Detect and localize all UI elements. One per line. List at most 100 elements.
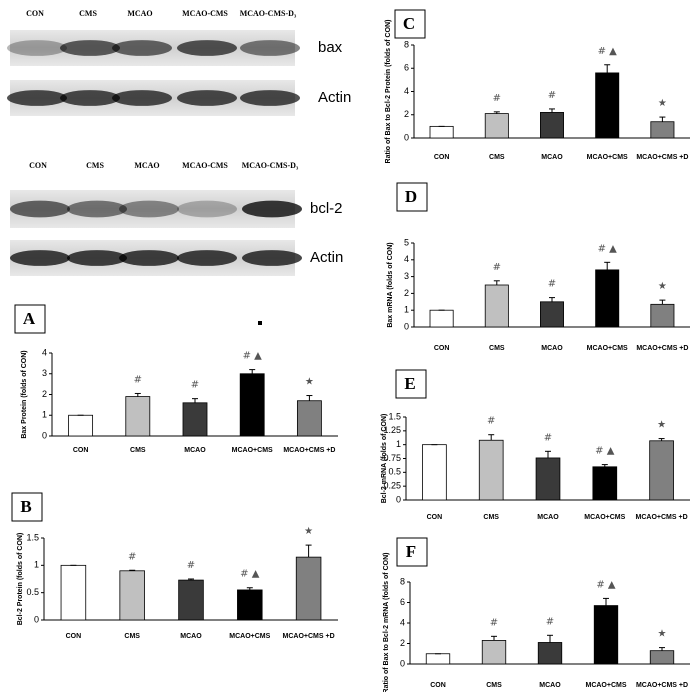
significance-label: # <box>487 416 495 427</box>
y-tick-label: 5 <box>404 237 409 247</box>
blot-band <box>177 90 237 106</box>
blot-band <box>10 200 70 218</box>
y-tick-label: 0.75 <box>383 453 401 463</box>
blot-band <box>67 200 127 218</box>
x-tick-label: CMS <box>124 633 140 640</box>
bar <box>592 466 618 501</box>
lane-label: MCAO <box>134 161 159 170</box>
lane-label: CMS <box>79 9 97 18</box>
y-tick-label: 0 <box>400 658 405 668</box>
x-tick-label: CON <box>434 154 450 161</box>
blot-band <box>177 250 237 266</box>
panel-box <box>396 537 428 567</box>
y-tick-label: 1.5 <box>388 411 401 421</box>
bar <box>425 653 451 665</box>
x-tick-label: MCAO+CMS +D <box>283 633 335 640</box>
bar <box>540 112 564 139</box>
x-tick-label: CON <box>430 682 446 689</box>
significance-label: # ▲ <box>598 243 618 254</box>
x-tick-label: MCAO+CMS <box>587 345 628 352</box>
x-tick-label: CMS <box>486 682 502 689</box>
blot-band <box>119 200 179 218</box>
y-tick-label: 0 <box>404 321 409 331</box>
significance-label: # ▲ <box>243 351 263 362</box>
x-tick-label: MCAO+CMS <box>585 682 626 689</box>
bar <box>535 457 561 501</box>
panel-label: C <box>403 14 415 33</box>
y-tick-label: 0 <box>396 494 401 504</box>
y-tick-label: 0 <box>34 614 39 624</box>
significance-label: ★ <box>305 377 314 388</box>
lane-label: MCAO-CMS-D₃ <box>240 9 297 18</box>
x-tick-label: CMS <box>489 154 505 161</box>
x-tick-label: MCAO+CMS +D <box>283 447 335 454</box>
blot-band <box>242 250 302 266</box>
y-tick-label: 1 <box>396 439 401 449</box>
blot-band <box>119 250 179 266</box>
bar <box>537 642 563 665</box>
significance-label: # <box>544 432 552 443</box>
x-tick-label: CMS <box>483 514 499 521</box>
y-tick-label: 1.25 <box>383 425 401 435</box>
blot-band <box>112 40 172 56</box>
significance-label: # <box>546 616 554 627</box>
bar <box>484 113 509 139</box>
blot-band <box>240 40 300 56</box>
significance-label: # <box>548 279 556 290</box>
x-tick-label: CON <box>73 447 89 454</box>
bar <box>295 556 322 621</box>
y-tick-label: 1.5 <box>26 532 39 542</box>
blot-band <box>60 40 120 56</box>
significance-label: # <box>493 262 501 273</box>
significance-label: ★ <box>658 98 667 109</box>
panel-label: E <box>404 374 415 393</box>
panel-box <box>14 304 46 334</box>
lane-label: MCAO-CMS <box>182 161 228 170</box>
y-tick-label: 2 <box>400 638 405 648</box>
band-label: bax <box>318 39 343 56</box>
y-tick-label: 6 <box>400 597 405 607</box>
lane-label: CON <box>26 9 44 18</box>
blot-band <box>7 90 67 106</box>
panel-box <box>394 9 426 39</box>
blot-band <box>177 40 237 56</box>
band-label: Actin <box>310 249 343 266</box>
panel-label: D <box>405 187 417 206</box>
panel-box <box>11 492 43 522</box>
bar <box>540 301 564 328</box>
bar <box>237 589 263 621</box>
x-tick-label: MCAO <box>180 633 202 640</box>
y-axis-label: Bcl-2 mRNA (folds of CON) <box>381 414 388 504</box>
y-tick-label: 8 <box>404 39 409 49</box>
y-tick-label: 0.25 <box>383 481 401 491</box>
blot-band <box>112 90 172 106</box>
lane-label: CON <box>29 161 47 170</box>
x-tick-label: CMS <box>130 447 146 454</box>
bar <box>595 72 620 139</box>
y-tick-label: 1 <box>404 305 409 315</box>
x-tick-label: MCAO+CMS +D <box>636 345 688 352</box>
x-tick-label: MCAO <box>184 447 206 454</box>
y-tick-label: 1 <box>34 560 39 570</box>
bar <box>68 414 94 437</box>
lane-label: CMS <box>86 161 104 170</box>
y-axis-label: Bax Protein (folds of CON) <box>21 350 28 438</box>
significance-label: ★ <box>657 420 666 431</box>
significance-label: # <box>187 560 195 571</box>
significance-label: # ▲ <box>598 46 618 57</box>
bar <box>649 440 674 501</box>
bar <box>650 121 675 139</box>
y-axis-label: Ratio of Bax to Bcl-2 Protein (folds of … <box>385 20 392 164</box>
bar <box>422 444 447 501</box>
y-tick-label: 8 <box>400 576 405 586</box>
significance-label: # ▲ <box>595 446 615 457</box>
x-tick-label: CMS <box>489 345 505 352</box>
x-tick-label: MCAO <box>539 682 561 689</box>
bar <box>478 439 504 501</box>
significance-label: # <box>191 380 199 391</box>
x-tick-label: MCAO+CMS <box>587 154 628 161</box>
x-tick-label: MCAO+CMS +D <box>636 682 688 689</box>
bar <box>429 125 454 139</box>
